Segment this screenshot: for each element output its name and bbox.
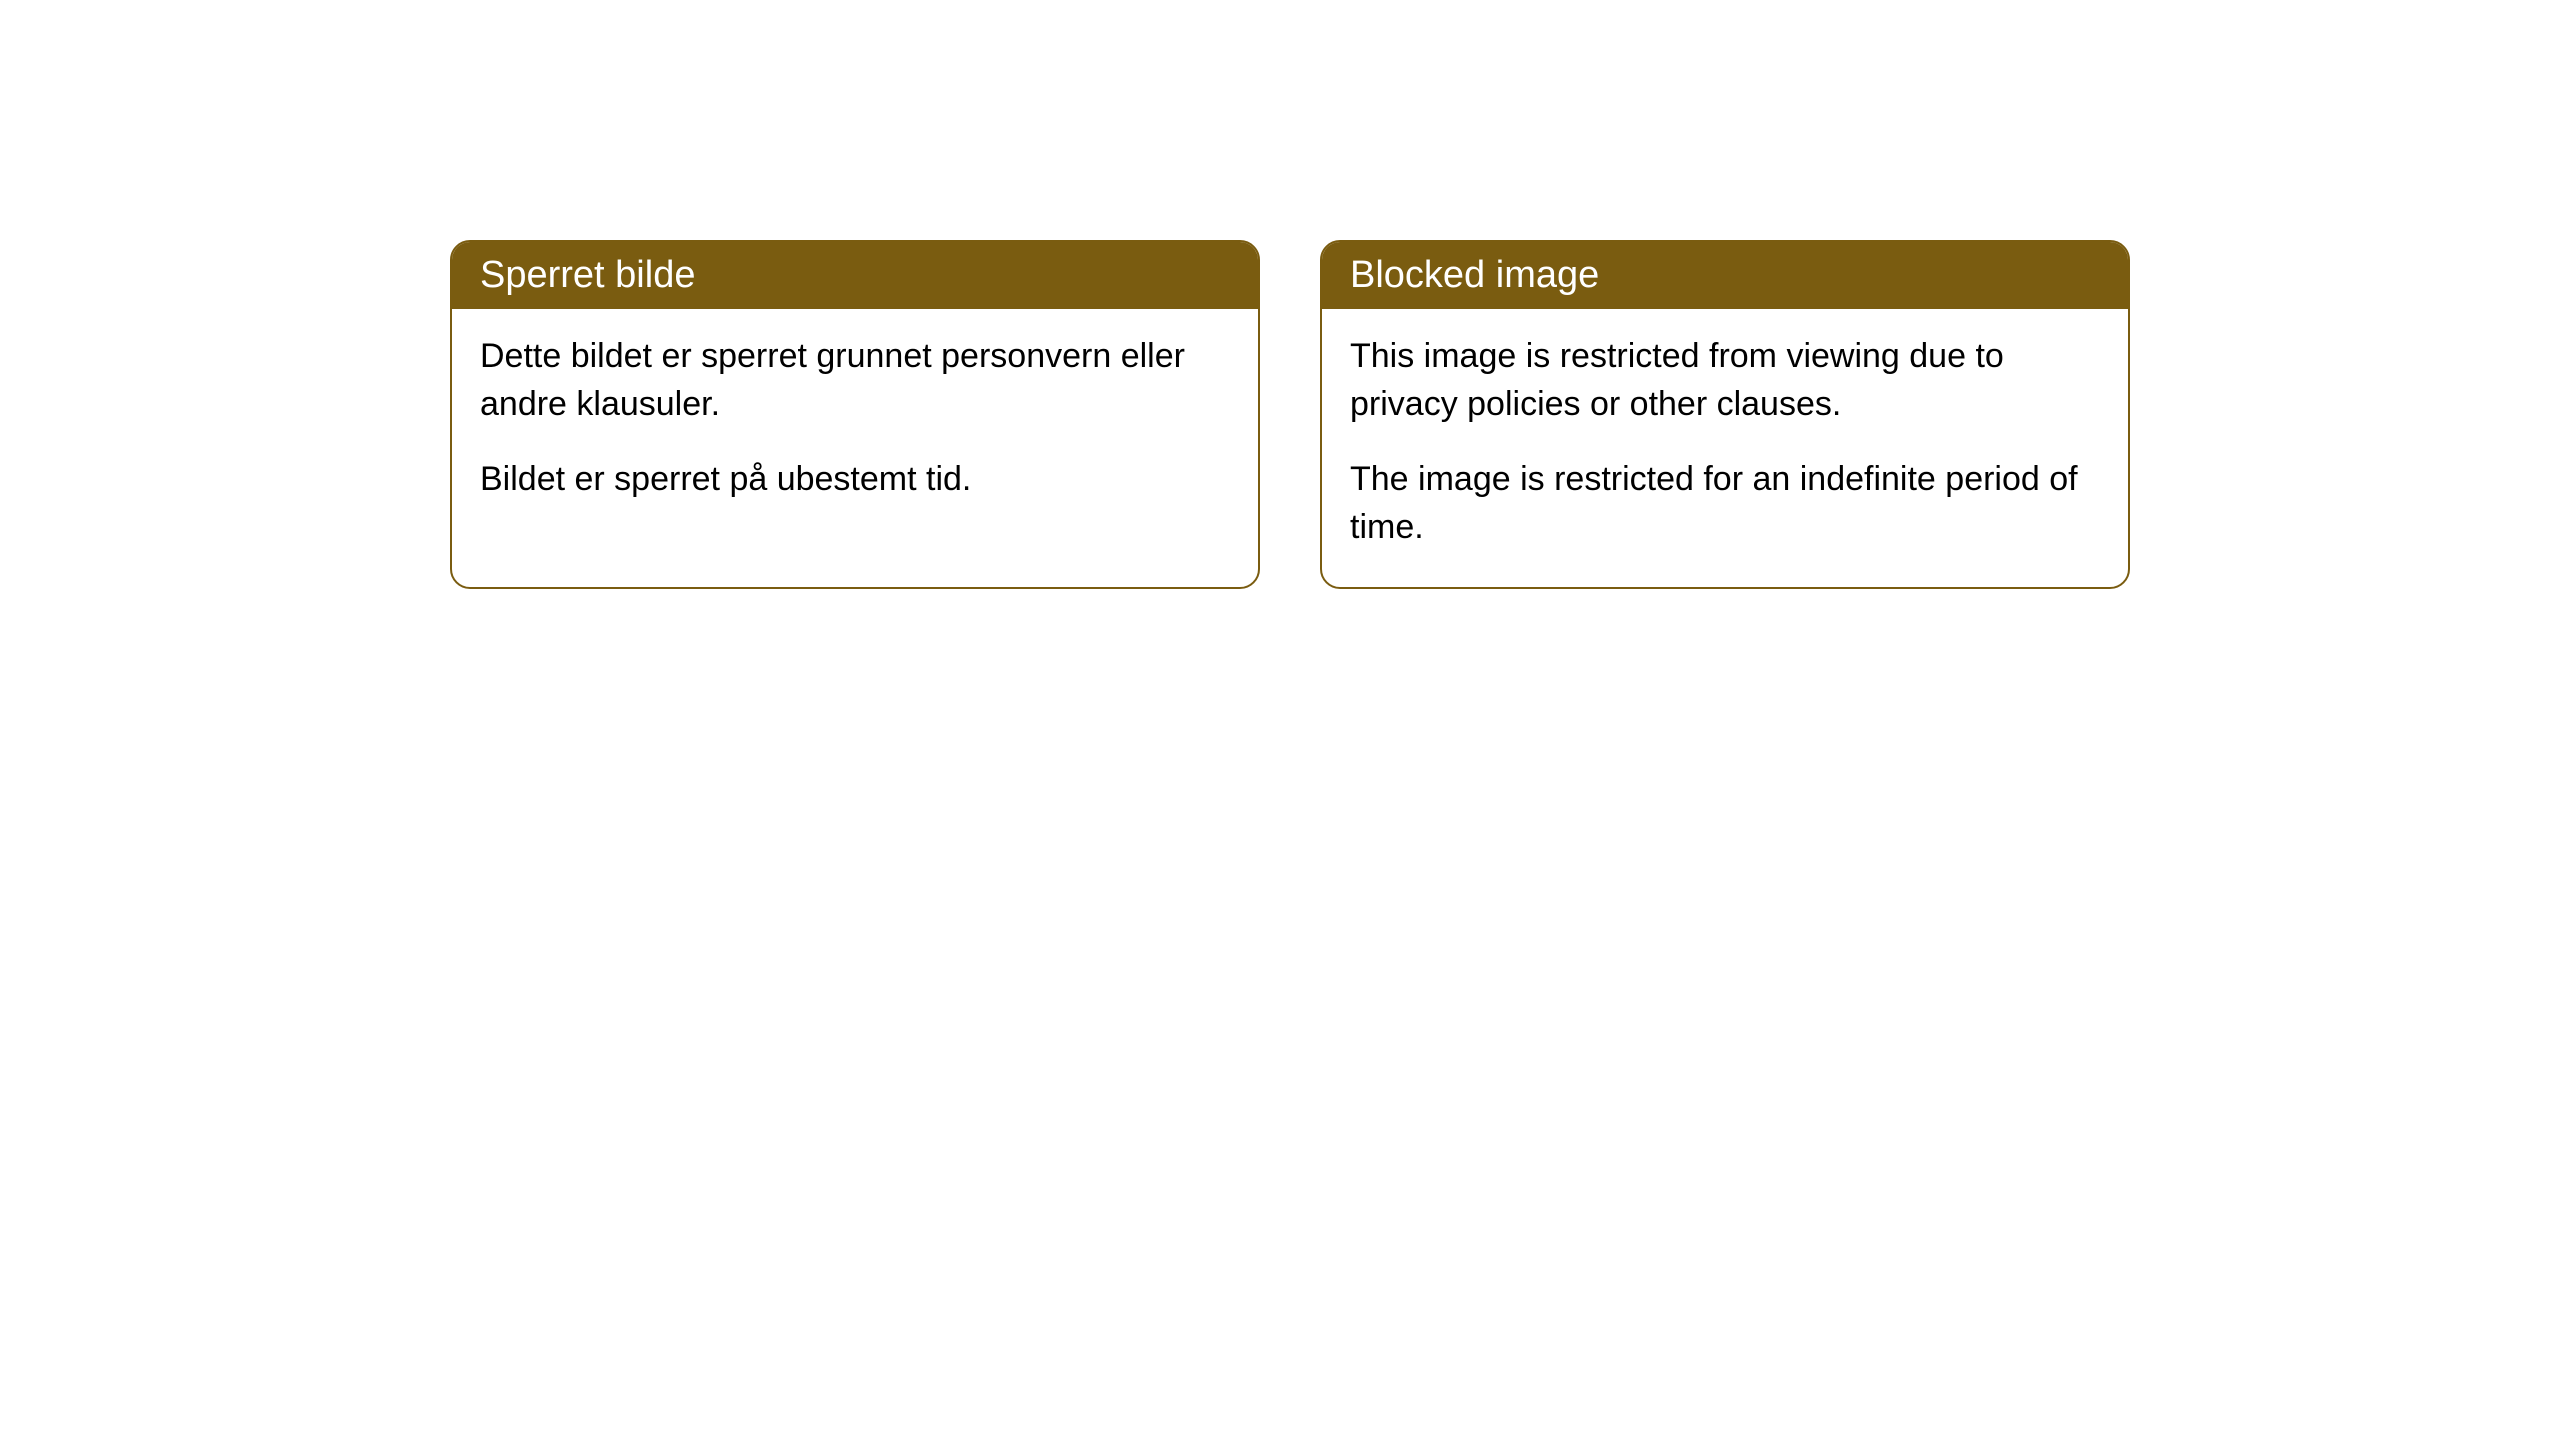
card-body: Dette bildet er sperret grunnet personve…	[452, 309, 1258, 540]
blocked-image-card-norwegian: Sperret bilde Dette bildet er sperret gr…	[450, 240, 1260, 589]
blocked-image-card-english: Blocked image This image is restricted f…	[1320, 240, 2130, 589]
card-paragraph-1: This image is restricted from viewing du…	[1350, 333, 2100, 428]
card-header: Sperret bilde	[452, 242, 1258, 309]
card-title: Blocked image	[1350, 254, 1599, 296]
card-header: Blocked image	[1322, 242, 2128, 309]
notice-container: Sperret bilde Dette bildet er sperret gr…	[450, 240, 2130, 589]
card-title: Sperret bilde	[480, 254, 695, 296]
card-paragraph-2: Bildet er sperret på ubestemt tid.	[480, 456, 1230, 504]
card-body: This image is restricted from viewing du…	[1322, 309, 2128, 587]
card-paragraph-2: The image is restricted for an indefinit…	[1350, 456, 2100, 551]
card-paragraph-1: Dette bildet er sperret grunnet personve…	[480, 333, 1230, 428]
